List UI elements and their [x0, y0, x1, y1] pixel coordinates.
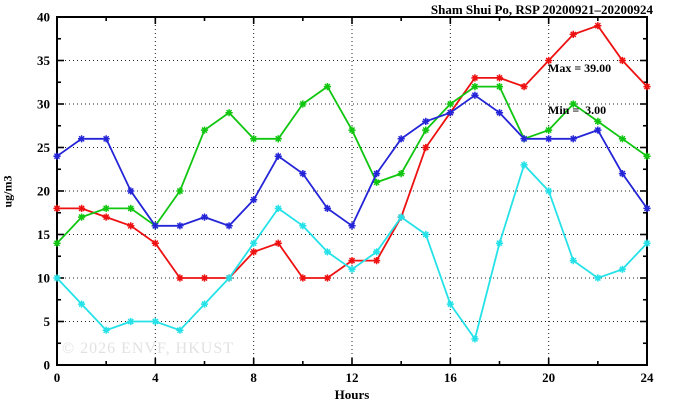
y-tick-label: 40: [37, 10, 50, 25]
y-axis-label: ug/m3: [0, 175, 15, 208]
tick-labels: 0 4 8 12 16 20 24 0 5 10 15 20 25 30 35 40: [37, 10, 654, 386]
watermark: © 2026 ENVF, HKUST: [62, 340, 234, 357]
y-tick-label: 15: [37, 227, 51, 242]
y-tick-label: 30: [37, 97, 50, 112]
x-tick-label: 0: [54, 370, 61, 385]
x-tick-label: 20: [542, 370, 555, 385]
y-tick-label: 20: [37, 184, 50, 199]
y-tick-label: 35: [37, 53, 51, 68]
x-tick-label: 16: [444, 370, 458, 385]
maxmin-annotation: Max = 39.00 Min = 3.00: [548, 33, 611, 145]
x-tick-label: 8: [250, 370, 257, 385]
y-tick-label: 10: [37, 271, 50, 286]
x-tick-label: 12: [346, 370, 359, 385]
series-markers: [53, 91, 651, 230]
series-day3-blue: [53, 91, 651, 230]
series-day1-red: [53, 22, 651, 282]
y-tick-label: 25: [37, 140, 51, 155]
series-day4-cyan: [53, 161, 651, 343]
x-tick-label: 24: [641, 370, 655, 385]
series-markers: [53, 161, 651, 343]
y-tick-label: 5: [44, 314, 51, 329]
x-tick-label: 4: [152, 370, 159, 385]
plot-border: [56, 16, 648, 366]
min-label: Min = 3.00: [548, 103, 607, 117]
x-axis-label: Hours: [334, 387, 370, 402]
y-tick-label: 0: [44, 358, 51, 373]
max-label: Max = 39.00: [548, 61, 612, 75]
chart-title: Sham Shui Po, RSP 20200921–20200924: [430, 2, 653, 17]
